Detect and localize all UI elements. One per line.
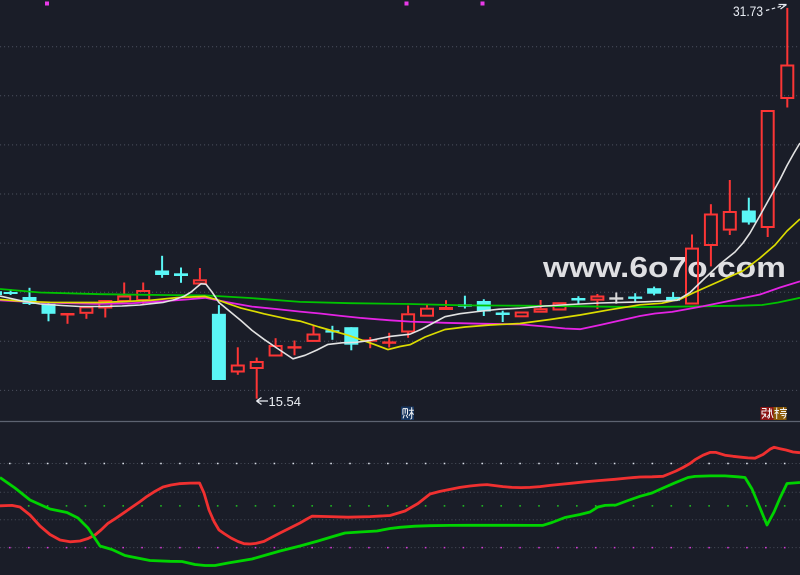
svg-text:www.6o7o.com: www.6o7o.com [542, 252, 786, 284]
svg-text:15.54: 15.54 [269, 394, 302, 409]
svg-text:31.73: 31.73 [733, 4, 763, 19]
